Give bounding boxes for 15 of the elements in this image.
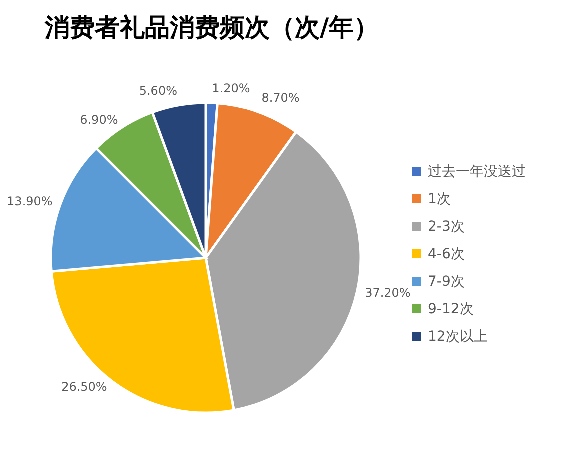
chart-title: 消费者礼品消费频次（次/年） [44, 13, 380, 42]
legend-label: 4-6次 [428, 246, 465, 262]
data-label: 5.60% [139, 84, 178, 98]
legend-label: 12次以上 [428, 328, 488, 345]
data-label: 37.20% [365, 286, 411, 300]
data-label: 1.20% [212, 81, 250, 96]
legend-label: 2-3次 [428, 218, 465, 235]
legend-label: 9-12次 [428, 301, 474, 318]
data-label: 13.90% [7, 194, 53, 209]
data-label: 6.90% [80, 112, 118, 127]
legend-label: 1次 [428, 191, 451, 208]
legend-label: 7-9次 [428, 274, 465, 290]
legend-label: 过去一年没送过 [428, 164, 526, 180]
data-label: 8.70% [262, 91, 300, 106]
data-label: 26.50% [62, 380, 108, 394]
